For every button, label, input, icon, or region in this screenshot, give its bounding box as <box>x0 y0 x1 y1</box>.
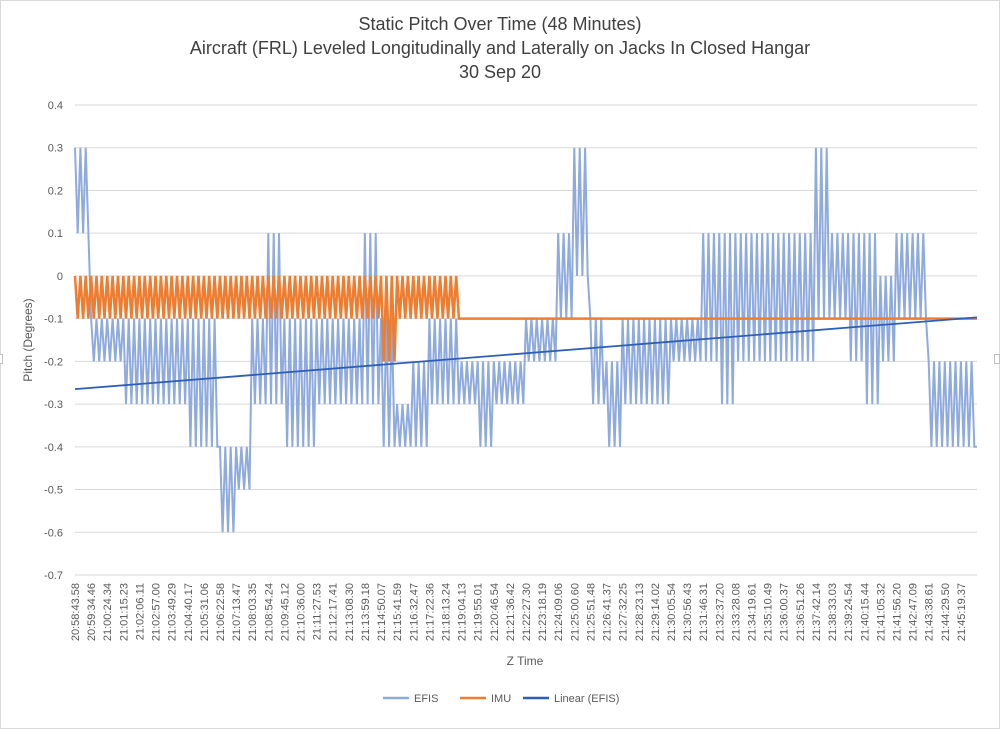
y-tick-label: 0 <box>57 271 63 283</box>
x-tick-label: 21:38:33.03 <box>827 583 839 641</box>
x-tick-label: 21:16:32.47 <box>408 583 420 641</box>
linear-efis-trendline <box>74 316 978 391</box>
x-tick-label: 21:45:19.37 <box>956 583 968 641</box>
x-tick-label: 21:05:31.06 <box>199 583 211 641</box>
x-tick-label: 21:06:22.58 <box>215 583 227 641</box>
x-tick-label: 21:24:09.06 <box>553 583 565 641</box>
x-tick-label: 21:11:27.53 <box>312 583 324 640</box>
x-tick-label: 21:30:05.54 <box>666 583 678 641</box>
x-tick-label: 21:31:46.31 <box>698 583 710 641</box>
x-tick-label: 21:40:15.44 <box>859 583 871 641</box>
trendline <box>74 316 978 391</box>
x-tick-label: 21:21:36.42 <box>505 583 517 641</box>
x-tick-label: 21:09:45.12 <box>279 583 291 641</box>
x-tick-label: 21:25:51.48 <box>585 583 597 641</box>
x-tick-label: 21:00:24.34 <box>102 583 114 641</box>
x-tick-label: 21:02:06.11 <box>134 583 146 640</box>
x-tick-label: 21:13:08.30 <box>344 583 356 641</box>
x-tick-label: 21:07:13.47 <box>231 583 243 641</box>
y-tick-label: -0.4 <box>44 442 63 454</box>
x-tick-label: 21:20:46.54 <box>489 583 501 641</box>
y-tick-label: -0.7 <box>44 570 63 582</box>
x-tick-label: 21:10:36.00 <box>296 583 308 641</box>
chart-title-block: Static Pitch Over Time (48 Minutes) Airc… <box>0 12 1000 84</box>
x-tick-label: 21:15:41.59 <box>392 583 404 641</box>
x-tick-label: 21:35:10.49 <box>763 583 775 641</box>
x-tick-label: 21:13:59.18 <box>360 583 372 641</box>
x-tick-labels: 20:58:43.58 20:59:34.46 21:00:24.34 21:01:1… <box>70 583 968 641</box>
x-tick-label: 21:42:47.09 <box>908 583 920 641</box>
y-tick-label: 0.1 <box>48 228 63 240</box>
chart-title: Static Pitch Over Time (48 Minutes) <box>358 14 642 34</box>
legend-label: IMU <box>491 693 511 705</box>
legend: EFIS IMU Linear (EFIS) <box>383 693 619 705</box>
x-tick-label: 21:27:32.25 <box>618 583 630 641</box>
x-tick-label: 21:39:24.54 <box>843 583 855 641</box>
x-tick-label: 21:22:27.30 <box>521 583 533 641</box>
legend-item: Linear (EFIS) <box>523 693 619 705</box>
x-tick-label: 21:08:54.24 <box>263 583 275 641</box>
x-tick-label: 21:32:37.20 <box>714 583 726 641</box>
y-tick-label: -0.1 <box>44 314 63 326</box>
chart-date: 30 Sep 20 <box>458 62 542 82</box>
x-tick-label: 21:41:56.20 <box>891 583 903 641</box>
x-tick-label: 21:25:00.60 <box>569 583 581 641</box>
x-tick-label: 21:43:38.61 <box>924 583 936 641</box>
legend-item: EFIS <box>383 693 438 705</box>
y-tick-label: 0.2 <box>48 185 63 197</box>
x-tick-label: 21:26:41.37 <box>602 583 614 641</box>
x-tick-label: 21:19:04.13 <box>457 583 469 641</box>
x-tick-label: 21:18:13.24 <box>440 583 452 641</box>
y-tick-label: 0.4 <box>48 100 63 112</box>
x-tick-label: 21:17:22.36 <box>424 583 436 641</box>
x-tick-label: 21:03:49.29 <box>167 583 179 641</box>
efis-line <box>74 147 977 533</box>
x-tick-label: 21:36:51.26 <box>795 583 807 641</box>
x-tick-label: 21:36:00.37 <box>779 583 791 641</box>
y-axis-label: Pitch (Degrees) <box>21 298 35 381</box>
x-tick-label: 21:29:14.02 <box>650 583 662 641</box>
legend-item: IMU <box>460 693 511 705</box>
x-axis-label: Z Time <box>507 654 544 668</box>
x-tick-label: 21:41:05.32 <box>875 583 887 641</box>
x-tick-label: 21:34:19.61 <box>747 583 759 641</box>
legend-label: EFIS <box>414 693 438 705</box>
y-tick-labels: 0.4 0.3 0.2 0.1 0 -0.1 -0.2 -0.3 -0.4 -0.5 -0.6 -0.… <box>44 100 63 582</box>
x-tick-label: 21:37:42.14 <box>811 583 823 641</box>
y-tick-label: -0.2 <box>44 356 63 368</box>
chart-subtitle: Aircraft (FRL) Leveled Longitudinally an… <box>189 38 811 58</box>
x-tick-label: 21:30:56.43 <box>682 583 694 641</box>
efis-series <box>74 147 977 533</box>
x-tick-label: 21:01:15.23 <box>118 583 130 641</box>
y-tick-label: -0.6 <box>44 527 63 539</box>
y-tick-label: -0.5 <box>44 485 63 497</box>
resize-handle-left[interactable] <box>0 354 3 364</box>
x-tick-label: 21:02:57.00 <box>151 583 163 641</box>
x-tick-label: 21:23:18.19 <box>537 583 549 641</box>
x-tick-label: 21:28:23.13 <box>634 583 646 641</box>
imu-line <box>73 275 977 362</box>
legend-label: Linear (EFIS) <box>554 693 619 705</box>
x-tick-label: 21:14:50.07 <box>376 583 388 641</box>
y-tick-label: 0.3 <box>48 143 63 155</box>
x-tick-label: 21:08:03.35 <box>247 583 259 641</box>
x-tick-label: 21:44:29.50 <box>940 583 952 641</box>
x-tick-label: 21:12:17.41 <box>328 583 340 641</box>
x-tick-label: 21:04:40.17 <box>183 583 195 641</box>
x-tick-label: 20:59:34.46 <box>86 583 98 641</box>
y-tick-label: -0.3 <box>44 399 63 411</box>
x-tick-label: 21:19:55.01 <box>473 583 485 641</box>
x-tick-label: 21:33:28.08 <box>730 583 742 641</box>
imu-series <box>73 275 977 362</box>
x-tick-label: 20:58:43.58 <box>70 583 82 641</box>
